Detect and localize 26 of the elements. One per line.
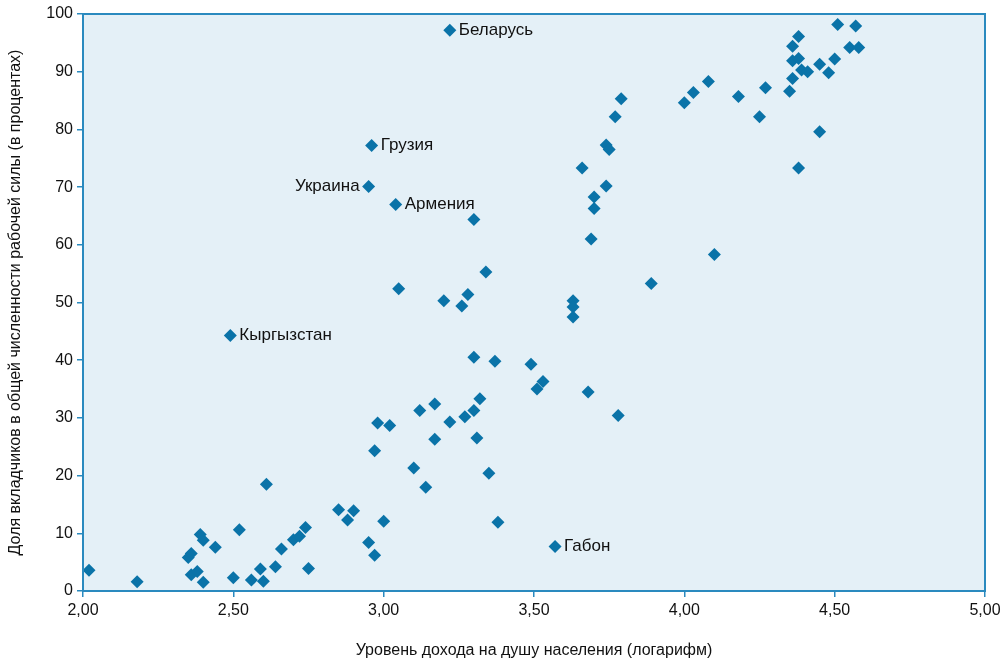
x-tick-label: 5,00 (969, 601, 1001, 619)
y-tick-label: 20 (55, 466, 74, 484)
y-tick-label: 30 (55, 408, 74, 426)
y-tick-label: 40 (55, 350, 74, 368)
y-tick-label: 50 (55, 292, 74, 310)
y-axis-title: Доля вкладчиков в общей численности рабочей силы (в процентах) (6, 49, 24, 556)
annotation: Габон (564, 536, 611, 556)
x-tick-label: 3,00 (368, 601, 400, 619)
y-tick-label: 70 (55, 177, 74, 195)
y-tick-label: 10 (55, 523, 74, 541)
y-tick-label: 90 (55, 62, 74, 80)
annotation: Грузия (380, 135, 434, 155)
annotation: Кыргызстан (239, 325, 332, 345)
annotation: Беларусь (458, 19, 534, 39)
y-tick-label: 0 (64, 581, 74, 599)
x-tick-label: 4,50 (819, 601, 851, 619)
x-axis-title: Уровень дохода на душу населения (логарифм) (355, 640, 713, 658)
x-tick-label: 2,50 (217, 601, 250, 619)
x-tick-label: 2,00 (67, 601, 99, 619)
x-tick-label: 4,00 (668, 601, 701, 619)
y-tick-label: 80 (55, 119, 74, 137)
x-tick-label: 3,50 (518, 601, 550, 619)
annotation: Армения (404, 194, 475, 214)
annotation: Украина (294, 176, 361, 196)
y-tick-label: 60 (55, 235, 74, 253)
y-tick-label: 100 (46, 4, 74, 22)
